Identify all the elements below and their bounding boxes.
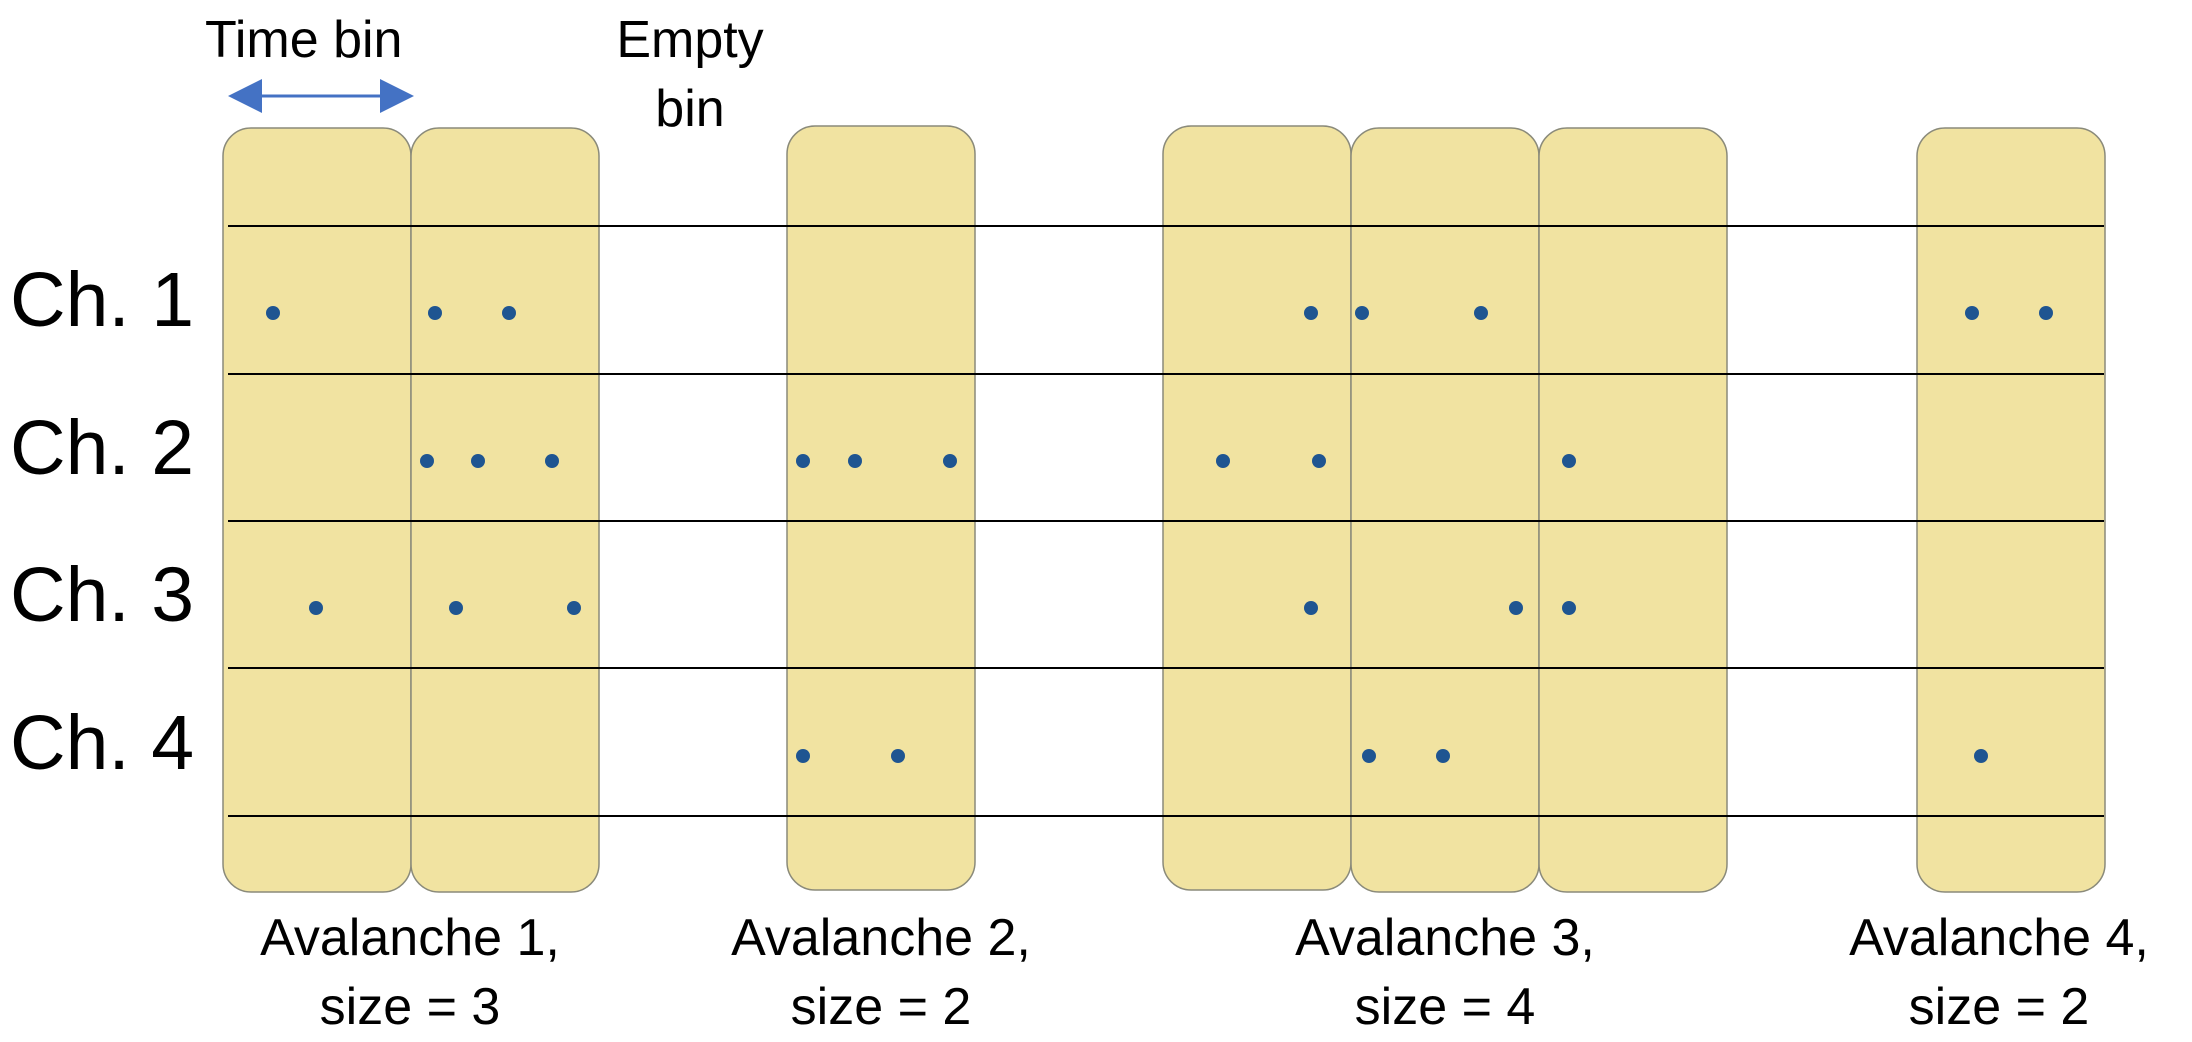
time-bin-6: [1538, 127, 1728, 893]
avalanche-label-1: Avalanche 1, size = 3: [210, 904, 610, 1042]
avalanche-label-2-line2: size = 2: [790, 978, 972, 1037]
spike-7: [1965, 306, 1979, 320]
channel-label-2: Ch. 2: [10, 405, 195, 491]
empty-bin-label-line2: bin: [655, 80, 725, 139]
spike-20: [567, 601, 581, 615]
time-bin-7: [1916, 127, 2106, 893]
avalanche-label-1-line1: Avalanche 1,: [260, 909, 560, 967]
empty-bin-label-line1: Empty: [616, 11, 764, 69]
time-bin-label: Time bin: [205, 11, 403, 69]
spike-14: [943, 454, 957, 468]
time-bins: [222, 125, 2106, 893]
spike-3: [502, 306, 516, 320]
spike-28: [1974, 749, 1988, 763]
time-bin-5: [1350, 127, 1540, 893]
channel-label-4: Ch. 4: [10, 700, 195, 786]
spike-21: [1304, 601, 1318, 615]
spike-24: [796, 749, 810, 763]
spike-18: [309, 601, 323, 615]
channel-lines: [228, 225, 2104, 817]
avalanche-label-2-line1: Avalanche 2,: [731, 909, 1031, 967]
spike-25: [891, 749, 905, 763]
avalanche-label-3: Avalanche 3, size = 4: [1245, 904, 1645, 1042]
spike-1: [266, 306, 280, 320]
spike-19: [449, 601, 463, 615]
spike-26: [1362, 749, 1376, 763]
avalanche-label-3-line2: size = 4: [1354, 978, 1536, 1037]
spike-22: [1509, 601, 1523, 615]
spike-12: [796, 454, 810, 468]
avalanche-label-4: Avalanche 4, size = 2: [1814, 904, 2184, 1042]
spike-16: [1312, 454, 1326, 468]
spike-5: [1355, 306, 1369, 320]
arrow-left-head-icon: [228, 79, 262, 113]
empty-bin-label: Empty bin: [590, 6, 790, 144]
avalanche-label-1-line2: size = 3: [319, 978, 501, 1037]
spike-2: [428, 306, 442, 320]
spike-13: [848, 454, 862, 468]
spike-15: [1216, 454, 1230, 468]
time-bin-3: [786, 125, 976, 891]
spike-17: [1562, 454, 1576, 468]
spike-10: [471, 454, 485, 468]
channel-label-3: Ch. 3: [10, 552, 195, 638]
time-bin-4: [1162, 125, 1352, 891]
spike-23: [1562, 601, 1576, 615]
spikes: [266, 306, 2053, 763]
spike-9: [420, 454, 434, 468]
channel-label-1: Ch. 1: [10, 257, 195, 343]
spike-4: [1304, 306, 1318, 320]
spike-27: [1436, 749, 1450, 763]
avalanche-label-3-line1: Avalanche 3,: [1295, 909, 1595, 967]
time-bin-arrow: [228, 79, 414, 113]
avalanche-label-4-line1: Avalanche 4,: [1849, 909, 2149, 967]
avalanche-label-4-line2: size = 2: [1908, 978, 2090, 1037]
spike-11: [545, 454, 559, 468]
spike-6: [1474, 306, 1488, 320]
time-bin-1: [222, 127, 412, 893]
time-bin-2: [410, 127, 600, 893]
avalanche-label-2: Avalanche 2, size = 2: [681, 904, 1081, 1042]
spike-8: [2039, 306, 2053, 320]
arrow-right-head-icon: [380, 79, 414, 113]
